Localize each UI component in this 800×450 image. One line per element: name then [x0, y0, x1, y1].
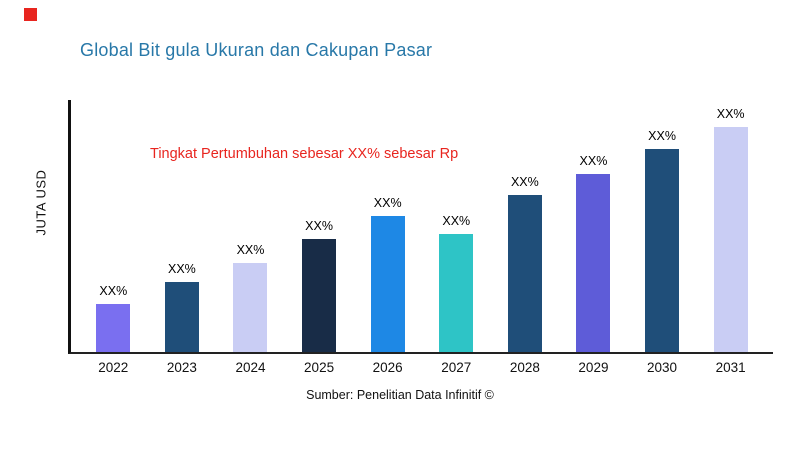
x-tick-2024: 2024	[235, 360, 266, 375]
x-tick-2022: 2022	[98, 360, 129, 375]
bar-value-label-2031: XX%	[716, 107, 745, 121]
bar-group-2027: XX%	[422, 214, 491, 352]
x-tick-2028: 2028	[509, 360, 540, 375]
bar-group-2031: XX%	[696, 107, 765, 352]
x-tick-2025: 2025	[304, 360, 335, 375]
bar-2027	[439, 234, 474, 352]
bar-group-2024: XX%	[216, 243, 285, 352]
bar-2031	[713, 127, 748, 352]
plot-area: XX% XX% XX% XX% XX% XX% XX% XX% XX% XX%	[68, 100, 773, 354]
bar-group-2026: XX%	[353, 196, 422, 352]
bar-value-label-2022: XX%	[99, 284, 128, 298]
bar-value-label-2024: XX%	[236, 243, 265, 257]
x-tick-2023: 2023	[166, 360, 197, 375]
source-text: Sumber: Penelitian Data Infinitif ©	[306, 388, 494, 402]
x-tick-2029: 2029	[578, 360, 609, 375]
bar-value-label-2030: XX%	[648, 129, 676, 143]
bars-container: XX% XX% XX% XX% XX% XX% XX% XX% XX% XX%	[71, 100, 773, 352]
bar-group-2022: XX%	[79, 284, 148, 352]
bar-group-2023: XX%	[148, 262, 217, 352]
bar-group-2025: XX%	[285, 219, 354, 352]
bar-2028	[507, 195, 542, 352]
bar-2023	[164, 282, 199, 352]
growth-annotation: Tingkat Pertumbuhan sebesar XX% sebesar …	[150, 146, 459, 162]
bar-2025	[302, 239, 337, 352]
bar-value-label-2029: XX%	[579, 154, 608, 168]
bar-value-label-2023: XX%	[167, 262, 196, 276]
bar-2026	[370, 216, 405, 352]
x-tick-2027: 2027	[441, 360, 472, 375]
bar-group-2030: XX%	[628, 129, 697, 352]
chart-title: Global Bit gula Ukuran dan Cakupan Pasar	[80, 40, 433, 60]
x-tick-2030: 2030	[647, 360, 678, 375]
x-tick-2031: 2031	[715, 360, 746, 375]
x-axis-ticks: 2022 2023 2024 2025 2026 2027 2028 2029 2030 2031	[71, 360, 773, 375]
bar-group-2028: XX%	[491, 175, 560, 352]
bar-value-label-2026: XX%	[373, 196, 402, 210]
bar-2030	[645, 149, 680, 352]
bar-group-2029: XX%	[559, 154, 628, 352]
accent-square	[24, 8, 37, 21]
bar-2022	[96, 304, 131, 352]
bar-2029	[576, 174, 611, 352]
bar-value-label-2025: XX%	[305, 219, 333, 233]
bar-value-label-2028: XX%	[510, 175, 539, 189]
bar-2024	[233, 263, 268, 352]
y-axis-label: JUTA USD	[33, 169, 49, 236]
x-tick-2026: 2026	[372, 360, 403, 375]
bar-value-label-2027: XX%	[442, 214, 471, 228]
